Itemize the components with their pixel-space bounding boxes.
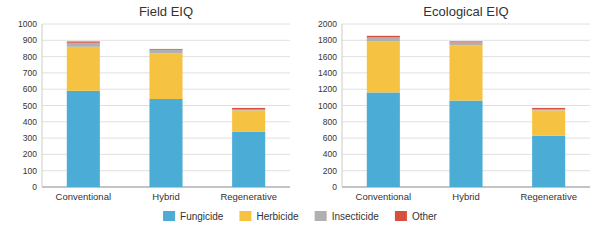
bar	[367, 92, 400, 187]
category-label: Conventional	[356, 191, 411, 202]
tick-label: 0	[32, 182, 37, 192]
tick-label: 300	[23, 133, 37, 143]
bar	[67, 41, 100, 42]
legend: Fungicide Herbicide Insecticide Other	[163, 211, 438, 222]
category-label: Hybrid	[452, 191, 479, 202]
y-axis	[342, 24, 343, 187]
panel: Field EIQ 0 100 200 300 400 500 600 700 800 900 100…	[18, 4, 290, 202]
title: Ecological EIQ	[423, 4, 508, 19]
tick-label: 1800	[318, 35, 337, 45]
bar	[449, 45, 482, 100]
tick-label: 600	[323, 133, 337, 143]
tick-label: 1600	[318, 52, 337, 62]
tick-label: 800	[23, 52, 37, 62]
bar	[532, 109, 565, 111]
bar	[449, 41, 482, 43]
bar	[532, 136, 565, 187]
legend-label: Insecticide	[332, 211, 380, 222]
bar	[67, 91, 100, 187]
tick-label: 1000	[18, 19, 37, 29]
tick-label: 900	[23, 35, 37, 45]
legend-swatch	[395, 211, 407, 221]
category-label: Hybrid	[152, 191, 179, 202]
bar	[149, 99, 182, 187]
tick-label: 200	[323, 166, 337, 176]
tick-label: 600	[23, 84, 37, 94]
bar	[67, 47, 100, 91]
bar	[149, 50, 182, 54]
chart: Field EIQ 0 100 200 300 400 500 600 700 800 900 100…	[0, 0, 600, 229]
tick-label: 2000	[318, 19, 337, 29]
bar	[367, 41, 400, 92]
bar	[449, 101, 482, 187]
tick-label: 1200	[318, 84, 337, 94]
title: Field EIQ	[139, 4, 193, 19]
tick-label: 100	[23, 166, 37, 176]
legend-label: Herbicide	[256, 211, 299, 222]
tick-label: 400	[323, 149, 337, 159]
bar	[367, 36, 400, 38]
bar	[232, 132, 265, 187]
legend-swatch	[163, 211, 175, 221]
bars	[67, 41, 265, 187]
y-axis	[42, 24, 43, 187]
category-label: Regenerative	[520, 191, 577, 202]
tick-label: 0	[332, 182, 337, 192]
bar	[67, 43, 100, 47]
panel: Ecological EIQ 0 200 400 600 800 1000 1200 1400 1…	[318, 4, 590, 202]
bars	[367, 36, 565, 187]
bar	[532, 110, 565, 135]
grid-line	[342, 24, 590, 25]
bar	[532, 108, 565, 109]
tick-label: 1400	[318, 68, 337, 78]
bar	[232, 110, 265, 131]
legend-label: Other	[412, 211, 438, 222]
bar	[449, 42, 482, 45]
category-label: Conventional	[56, 191, 111, 202]
category-label: Regenerative	[220, 191, 277, 202]
bar	[149, 48, 182, 50]
grid-line	[42, 40, 290, 41]
tick-label: 200	[23, 149, 37, 159]
legend-swatch	[239, 211, 251, 221]
bar	[232, 108, 265, 110]
tick-label: 700	[23, 68, 37, 78]
bar	[149, 53, 182, 99]
tick-label: 500	[23, 101, 37, 111]
legend-label: Fungicide	[180, 211, 224, 222]
grid-line	[42, 24, 290, 25]
legend-swatch	[315, 211, 327, 221]
tick-label: 400	[23, 117, 37, 127]
tick-label: 1000	[318, 101, 337, 111]
bar	[367, 37, 400, 41]
tick-label: 800	[323, 117, 337, 127]
